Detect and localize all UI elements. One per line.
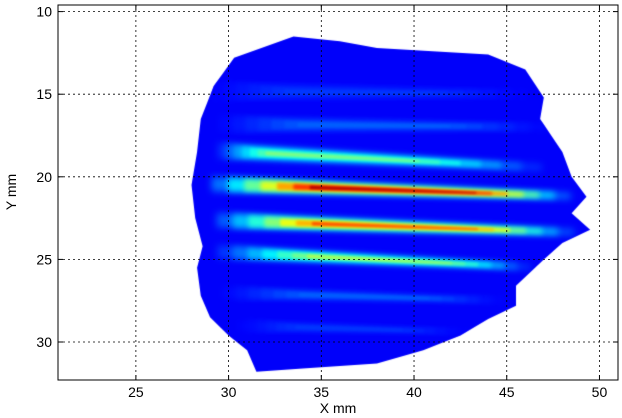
x-tick-label: 50 <box>592 384 608 400</box>
y-tick-label: 10 <box>36 4 52 20</box>
y-tick-label: 25 <box>36 251 52 267</box>
heatmap-layer <box>58 5 618 380</box>
x-tick-label: 30 <box>221 384 237 400</box>
grid-lines <box>58 5 618 380</box>
heatmap-image <box>58 5 618 380</box>
y-tick-label: 30 <box>36 334 52 350</box>
y-tick-label: 15 <box>36 86 52 102</box>
x-axis-label: X mm <box>320 400 357 416</box>
x-tick-label: 25 <box>128 384 144 400</box>
x-tick-label: 45 <box>499 384 515 400</box>
y-axis-label: Y mm <box>3 174 19 210</box>
plot-frame <box>57 4 619 381</box>
x-tick-label: 40 <box>406 384 422 400</box>
x-tick-label: 35 <box>314 384 330 400</box>
axis-ticks: 25 30 35 40 45 50 10 15 20 25 30 <box>36 4 618 400</box>
y-tick-label: 20 <box>36 169 52 185</box>
